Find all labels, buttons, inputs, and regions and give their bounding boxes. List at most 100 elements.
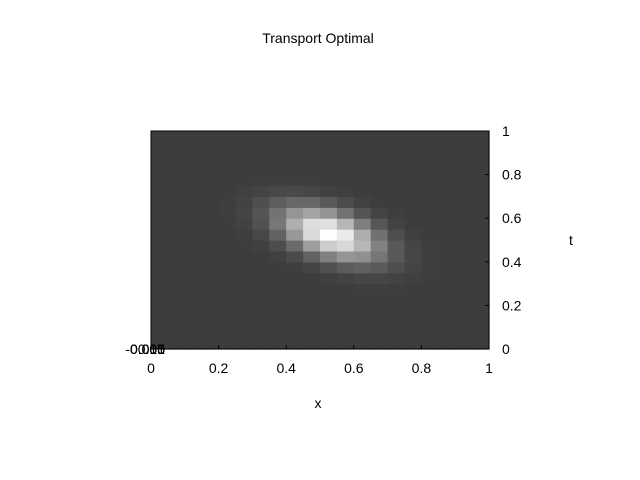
- heatmap-cell: [455, 316, 473, 328]
- heatmap-cell: [404, 196, 422, 208]
- heatmap-cell: [167, 283, 186, 296]
- heatmap-cell: [201, 229, 220, 241]
- heatmap-cell: [336, 218, 355, 230]
- heatmap-cell: [387, 327, 406, 339]
- heatmap-cell: [303, 163, 321, 176]
- y-tick-label: 0.8: [502, 167, 522, 183]
- heatmap-cell: [151, 327, 169, 339]
- heatmap-cell: [184, 294, 203, 306]
- heatmap-cell: [404, 283, 422, 296]
- heatmap-cell: [472, 174, 490, 187]
- heatmap-cell: [151, 305, 169, 317]
- heatmap-cell: [421, 316, 439, 328]
- heatmap-cell: [167, 207, 186, 219]
- heatmap-cell: [370, 250, 389, 263]
- heatmap-cell: [472, 272, 490, 285]
- heatmap-cell: [201, 338, 220, 350]
- heatmap-cell: [269, 261, 287, 274]
- heatmap-cell: [370, 185, 389, 197]
- heatmap-cell: [336, 163, 355, 176]
- left-overlap-label: -0.005: [125, 341, 165, 357]
- heatmap-cell: [455, 283, 473, 296]
- heatmap-cell: [235, 316, 253, 328]
- heatmap-cell: [286, 185, 304, 197]
- heatmap-cell: [353, 218, 372, 230]
- heatmap-cell: [387, 283, 406, 296]
- heatmap-cell: [235, 185, 253, 197]
- heatmap-cell: [320, 207, 338, 219]
- heatmap-cell: [218, 261, 237, 274]
- heatmap-cell: [455, 272, 473, 285]
- heatmap-cell: [387, 163, 406, 176]
- heatmap-cell: [303, 196, 321, 208]
- heatmap-cell: [336, 327, 355, 339]
- heatmap-cell: [252, 261, 270, 274]
- heatmap-cell: [286, 250, 304, 263]
- heatmap-cell: [455, 163, 473, 176]
- heatmap-cell: [353, 305, 372, 317]
- heatmap-cell: [455, 327, 473, 339]
- heatmap-cell: [218, 294, 237, 306]
- heatmap-cell: [438, 185, 456, 197]
- heatmap-cell: [235, 272, 253, 285]
- x-tick-label: 0.4: [276, 360, 296, 376]
- heatmap-cell: [320, 152, 338, 165]
- heatmap-cell: [235, 294, 253, 306]
- heatmap-cell: [269, 316, 287, 328]
- heatmap-cell: [404, 131, 422, 143]
- heatmap-cell: [421, 327, 439, 339]
- heatmap-cell: [421, 338, 439, 350]
- heatmap-cell: [421, 283, 439, 296]
- heatmap-cell: [303, 305, 321, 317]
- heatmap-cell: [455, 174, 473, 187]
- heatmap-cell: [286, 261, 304, 274]
- heatmap-cell: [286, 338, 304, 350]
- heatmap-cell: [404, 327, 422, 339]
- heatmap-cell: [201, 316, 220, 328]
- x-tick-label: 0: [147, 360, 155, 376]
- heatmap-cell: [167, 240, 186, 252]
- heatmap-cell: [269, 250, 287, 263]
- heatmap-cell: [353, 294, 372, 306]
- heatmap-cell: [235, 229, 253, 241]
- heatmap-cell: [455, 250, 473, 263]
- heatmap-cell: [370, 163, 389, 176]
- y-tick-label: 0: [502, 341, 510, 357]
- heatmap-cell: [353, 229, 372, 241]
- heatmap-cell: [201, 196, 220, 208]
- heatmap-cell: [404, 185, 422, 197]
- heatmap-cell: [336, 240, 355, 252]
- heatmap-cell: [472, 185, 490, 197]
- heatmap-cell: [269, 294, 287, 306]
- heatmap-cell: [235, 131, 253, 143]
- heatmap-cell: [269, 327, 287, 339]
- left-overlap-label: 0.015: [130, 341, 165, 357]
- heatmap-cell: [455, 229, 473, 241]
- heatmap-cell: [320, 229, 338, 241]
- heatmap-cell: [404, 316, 422, 328]
- y-tick-label: 0.6: [502, 210, 522, 226]
- heatmap-cell: [421, 196, 439, 208]
- heatmap-cell: [151, 316, 169, 328]
- heatmap-cell: [438, 207, 456, 219]
- heatmap-cell: [455, 240, 473, 252]
- heatmap-cell: [353, 152, 372, 165]
- heatmap-cell: [235, 240, 253, 252]
- heatmap-cell: [151, 283, 169, 296]
- heatmap-cell: [269, 229, 287, 241]
- heatmap-cell: [184, 283, 203, 296]
- heatmap-cell: [336, 196, 355, 208]
- heatmap-cell: [370, 294, 389, 306]
- heatmap-cell: [167, 250, 186, 263]
- heatmap-cell: [370, 174, 389, 187]
- heatmap-cell: [184, 250, 203, 263]
- heatmap-cell: [455, 305, 473, 317]
- heatmap-cell: [303, 174, 321, 187]
- heatmap-cell: [320, 250, 338, 263]
- heatmap-cell: [336, 131, 355, 143]
- heatmap-cell: [438, 218, 456, 230]
- heatmap-cell: [303, 272, 321, 285]
- heatmap-cell: [184, 152, 203, 165]
- heatmap-cell: [201, 131, 220, 143]
